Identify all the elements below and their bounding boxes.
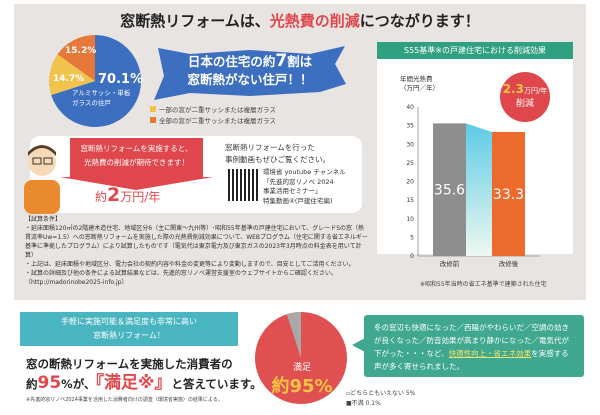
y-tick-label: 15: [406, 197, 414, 204]
page-title: 窓断熱リフォームは、光熱費の削減につながります！: [120, 12, 480, 30]
customer-voices: 冬の窓辺も快適になった／西陽がやわらいだ／空調の効きが良くなった／防音効果が高ま…: [364, 315, 584, 377]
qr-code[interactable]: [228, 169, 258, 201]
legend-full: 全部の窓が二重サッシまたは複層ガラス: [150, 115, 276, 125]
arrow-tip: [60, 177, 213, 190]
satisfied-label: 満足: [292, 363, 311, 373]
y-tick-label: 25: [406, 160, 414, 167]
reduction-gradient: [466, 123, 492, 256]
y-tick-label: 35: [406, 123, 414, 130]
satisfaction-legend: ▫どちらともいえない 5% ■不満 0.1%: [346, 390, 416, 407]
y-tick-label: 20: [406, 179, 414, 186]
presenter-illustration: [24, 145, 60, 214]
x-tick-label: 改修前: [440, 259, 460, 268]
y-tick-label: 10: [406, 216, 414, 223]
pie-slice-neutral: [286, 311, 301, 358]
legend-partial: 一部の窓が二重サッシまたは複層ガラス: [150, 104, 276, 114]
y-tick-label: 40: [406, 104, 414, 111]
pie-label-blue: 70.1%: [98, 72, 144, 87]
window-insulation-pie: [49, 35, 141, 128]
x-tick-label: 改修後: [499, 259, 519, 268]
video-channel: 環境省 youtube チャンネル 「先進的窓リノベ 2024 事業活用セミナー」特…: [263, 168, 346, 205]
y-tick-label: 0: [410, 253, 414, 260]
survey-footnote: ※先進的窓リノベ2024事業を活用した消費者向けの調査（環境省実施）の結果による…: [26, 397, 223, 403]
burst-text: 日本の住宅の約7割は 窓断熱がない住戸！！: [187, 51, 313, 87]
satisfied-value: 約95%: [271, 376, 333, 397]
satisfaction-statement: 窓の断熱リフォームを実施した消費者の 約95%が、『満足※』と答えています。: [26, 357, 262, 393]
pie-slice-full: [57, 35, 95, 81]
chart-note: ※昭和55年当時の省エネ基準で建築された住宅: [420, 281, 547, 288]
saving-amount: 約2万円/年: [95, 184, 161, 206]
pie-slice-single-glass: [51, 35, 141, 128]
y-tick-label: 30: [406, 141, 414, 148]
speech-tail: [352, 338, 365, 352]
pie-label-orange: 15.2%: [65, 46, 97, 56]
legend-swatch: [150, 106, 156, 112]
chart-ylabel: 年間光熱費（万円／年）: [400, 75, 439, 92]
legend-swatch: [150, 117, 156, 123]
video-intro: 窓断熱リフォームを行った 事例動画もぜひご覧ください。: [225, 143, 330, 164]
bar-value-label: 35.6: [434, 183, 465, 199]
satisfaction-pie: [255, 311, 347, 404]
bar-before: [433, 123, 466, 256]
pie-slice-partial: [49, 54, 95, 95]
y-tick-label: 5: [410, 234, 414, 241]
pie-label-yellow: 14.7%: [53, 74, 85, 84]
bar-value-label: 33.3: [493, 187, 524, 203]
calculation-notes: 【試算条件】 ・延床面積120㎡の2階建木造住宅、地域区分6（主に関東～九州等）･…: [25, 216, 368, 286]
bar-after: [492, 131, 525, 256]
reduction-badge: 2.3万円/年 削減: [500, 72, 550, 122]
callout-arrow: [70, 138, 203, 178]
pie-caption: アルミサッシ・単板ガラスの住戸: [72, 89, 131, 107]
bar-chart: 0 5 10 15 20 25 30 35 40 35.6 改修前 33.3 改修後: [406, 104, 540, 268]
chart-title: S55基準※の戸建住宅における削減効果: [377, 42, 573, 59]
callout-burst: [154, 46, 346, 100]
callout-text: 窓断熱リフォームを実施すると、 光熱費の削減が期待できます！: [80, 144, 193, 167]
satisfaction-banner: 手軽に実施可能＆満足度も非常に高い 窓断熱リフォーム！: [20, 312, 238, 346]
